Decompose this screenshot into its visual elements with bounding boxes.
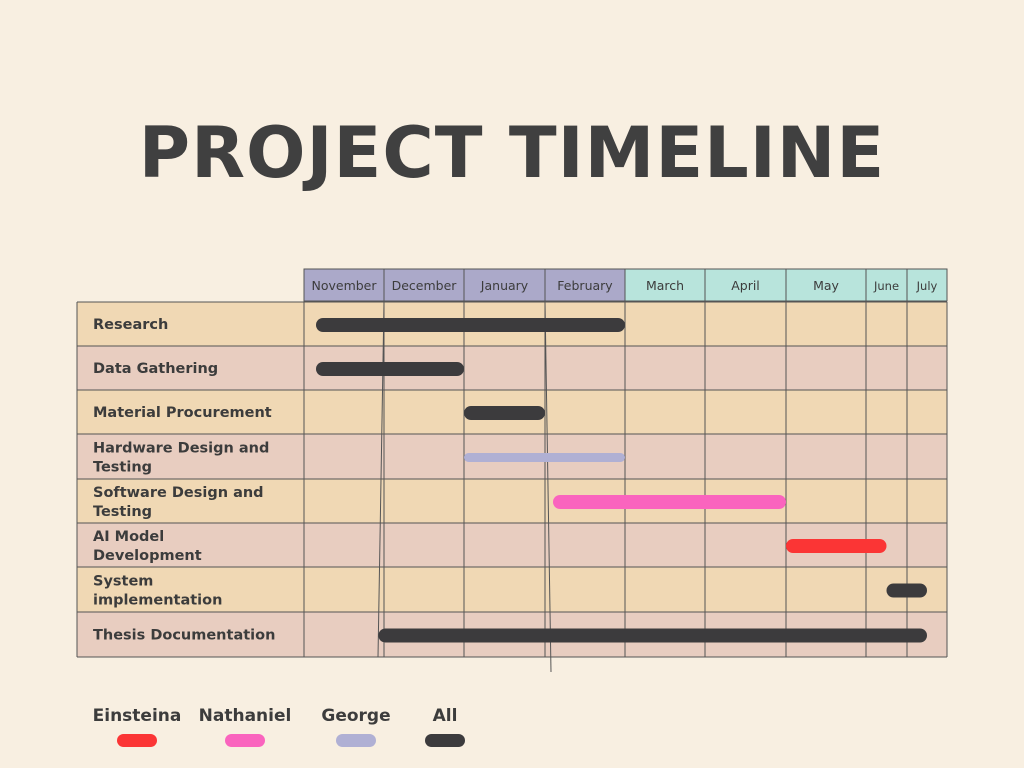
month-label: April [731, 278, 760, 293]
month-label: June [873, 279, 899, 293]
task-bar [786, 539, 887, 553]
task-label: Data Gathering [93, 361, 218, 377]
task-bar [553, 495, 786, 509]
month-label: February [557, 278, 613, 293]
task-label: Material Procurement [93, 405, 272, 421]
task-bar [316, 362, 464, 376]
month-label: May [813, 278, 839, 293]
task-bar [316, 318, 625, 332]
task-label: Thesis Documentation [93, 628, 275, 644]
task-bar [378, 629, 927, 643]
month-label: March [646, 278, 684, 293]
month-label: July [916, 279, 938, 293]
month-label: December [392, 278, 458, 293]
task-bar [887, 584, 928, 598]
task-bar [464, 453, 625, 462]
month-label: November [311, 278, 377, 293]
task-bar [464, 406, 545, 420]
month-label: January [480, 278, 529, 293]
task-label: Research [93, 317, 168, 333]
